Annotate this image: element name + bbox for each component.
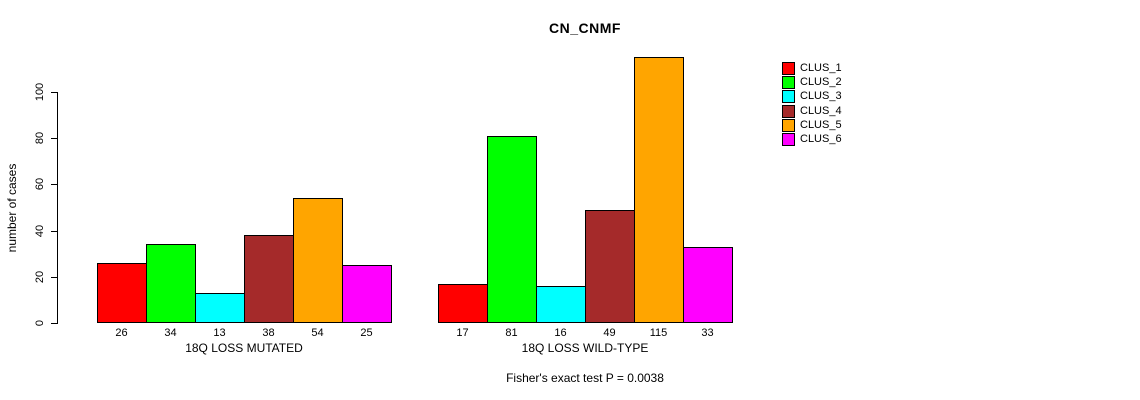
y-tick <box>51 92 57 93</box>
legend-label-CLUS_1: CLUS_1 <box>800 62 842 74</box>
bar-CLUS_6 <box>342 265 392 323</box>
legend-label-CLUS_6: CLUS_6 <box>800 133 842 145</box>
bar-CLUS_2 <box>487 136 537 323</box>
bar-CLUS_5 <box>293 198 343 323</box>
legend-swatch-CLUS_2 <box>782 76 795 89</box>
legend-swatch-CLUS_6 <box>782 133 795 146</box>
legend-swatch-CLUS_5 <box>782 119 795 132</box>
y-tick-label: 60 <box>34 178 46 191</box>
legend-label-CLUS_5: CLUS_5 <box>800 119 842 131</box>
bar-value-label: 25 <box>360 327 373 339</box>
bar-CLUS_3 <box>195 293 245 323</box>
y-tick <box>51 138 57 140</box>
bar-value-label: 33 <box>701 327 714 339</box>
x-group-label-mutated: 18Q LOSS MUTATED <box>185 341 303 355</box>
legend-swatch-CLUS_4 <box>782 105 795 118</box>
bar-value-label: 34 <box>164 327 177 339</box>
bar-value-label: 13 <box>213 327 226 339</box>
y-tick <box>51 184 57 186</box>
bar-CLUS_4 <box>244 235 294 323</box>
bar-value-label: 26 <box>115 327 128 339</box>
legend-label-CLUS_4: CLUS_4 <box>800 105 842 117</box>
y-tick-label: 40 <box>34 224 46 237</box>
bar-value-label: 38 <box>262 327 275 339</box>
bar-CLUS_6 <box>683 247 733 323</box>
legend-swatch-CLUS_1 <box>782 62 795 75</box>
bar-CLUS_4 <box>585 210 635 323</box>
y-tick <box>51 276 57 278</box>
y-axis-label: number of cases <box>5 163 19 253</box>
bar-value-label: 16 <box>554 327 567 339</box>
y-tick-label: 100 <box>34 82 46 102</box>
bar-CLUS_1 <box>97 263 147 323</box>
fisher-test-annotation: Fisher's exact test P = 0.0038 <box>506 371 664 385</box>
y-tick-label: 20 <box>34 270 46 283</box>
y-tick <box>51 323 57 324</box>
y-tick-label: 0 <box>34 319 46 327</box>
bar-CLUS_3 <box>536 286 586 323</box>
bar-CLUS_1 <box>438 284 488 323</box>
legend-label-CLUS_3: CLUS_3 <box>800 90 842 102</box>
bar-value-label: 17 <box>456 327 469 339</box>
bar-CLUS_5 <box>634 57 684 323</box>
bar-value-label: 49 <box>603 327 616 339</box>
legend-label-CLUS_2: CLUS_2 <box>800 76 842 88</box>
bar-value-label: 54 <box>311 327 324 339</box>
bar-value-label: 81 <box>505 327 518 339</box>
y-tick-label: 80 <box>34 132 46 145</box>
chart-title: CN_CNMF <box>549 20 621 36</box>
y-tick <box>51 230 57 232</box>
y-axis-line <box>57 92 58 324</box>
bar-value-label: 115 <box>649 327 668 339</box>
legend-swatch-CLUS_3 <box>782 90 795 103</box>
bar-CLUS_2 <box>146 244 196 323</box>
x-group-label-wildtype: 18Q LOSS WILD-TYPE <box>521 341 649 355</box>
